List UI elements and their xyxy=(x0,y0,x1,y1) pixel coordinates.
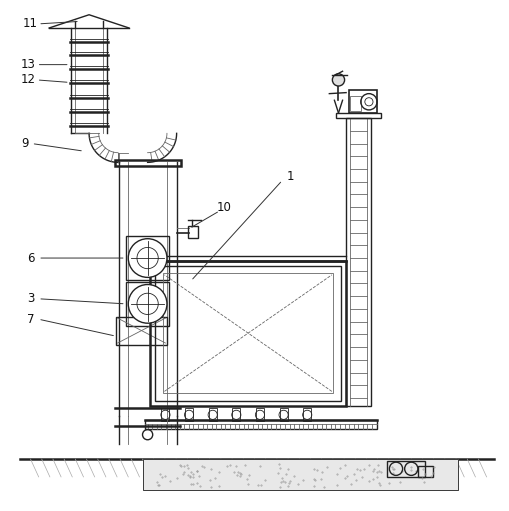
Circle shape xyxy=(128,239,167,277)
Bar xyxy=(155,266,341,401)
Bar xyxy=(116,317,167,344)
Text: 10: 10 xyxy=(216,201,232,214)
Bar xyxy=(349,90,377,113)
Text: 12: 12 xyxy=(20,74,36,86)
Circle shape xyxy=(332,74,345,86)
Text: 1: 1 xyxy=(287,170,294,183)
Bar xyxy=(188,226,198,238)
Text: 3: 3 xyxy=(27,292,34,305)
Text: 11: 11 xyxy=(23,17,38,31)
Bar xyxy=(346,118,371,406)
Bar xyxy=(126,236,169,280)
Text: 6: 6 xyxy=(27,251,34,265)
Text: 9: 9 xyxy=(22,137,29,150)
Bar xyxy=(418,466,433,477)
Bar xyxy=(185,408,193,421)
Bar xyxy=(336,113,381,118)
Bar xyxy=(303,408,312,421)
Bar xyxy=(145,420,377,429)
Bar xyxy=(126,282,169,326)
Bar xyxy=(143,459,458,490)
Bar xyxy=(256,408,264,421)
Bar xyxy=(163,273,333,393)
Bar xyxy=(232,408,240,421)
Bar xyxy=(143,459,458,490)
Bar xyxy=(350,96,361,111)
Bar xyxy=(115,160,181,167)
Bar xyxy=(209,408,217,421)
Bar xyxy=(387,460,425,477)
Bar xyxy=(161,408,169,421)
Circle shape xyxy=(128,285,167,323)
Bar xyxy=(150,261,346,406)
Text: 13: 13 xyxy=(20,58,36,71)
Bar xyxy=(279,408,288,421)
Text: 7: 7 xyxy=(27,313,34,326)
